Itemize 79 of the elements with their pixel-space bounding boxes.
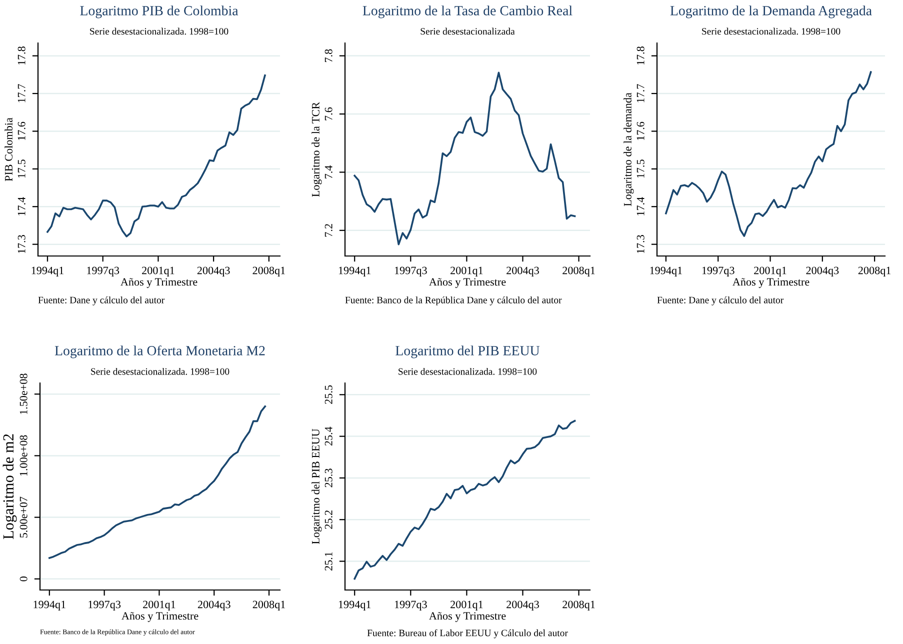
- x-tick-label: 1997q3: [87, 266, 120, 276]
- x-axis-title: Años y Trimestre: [429, 278, 506, 288]
- line-series: [665, 71, 872, 237]
- x-axis-title: Años y Trimestre: [122, 612, 198, 622]
- x-tick-label: 1994q1: [650, 266, 682, 276]
- chart-title: Logaritmo de la Demanda Agregada: [670, 6, 872, 18]
- x-axis-title: Años y Trimestre: [429, 612, 506, 622]
- y-tick-label: 7.8: [324, 49, 332, 62]
- x-tick-label: 2001q1: [450, 266, 483, 276]
- x-tick-label: 2004q3: [806, 266, 839, 276]
- y-axis-title: Logaritmo del PIB EEUU: [312, 428, 322, 544]
- line-series: [354, 72, 576, 246]
- y-tick-label: 17.4: [18, 197, 26, 216]
- y-tick-label: 17.6: [636, 122, 644, 140]
- chart-subtitle: Serie desestacionalizada. 1998=100: [398, 368, 537, 375]
- line-series: [354, 420, 576, 580]
- x-tick-label: 2001q1: [754, 266, 786, 276]
- x-tick-label: 1994q1: [32, 266, 64, 276]
- x-tick-label: 2004q3: [197, 266, 230, 276]
- y-tick-label: 25.3: [324, 468, 332, 488]
- y-tick-label: 17.7: [18, 84, 26, 102]
- x-tick-label: 2008q1: [562, 266, 595, 276]
- x-tick-label: 1994q1: [34, 600, 66, 610]
- source-note: Fuente: Dane y cálculo del autor: [38, 296, 165, 306]
- x-tick-label: 1994q1: [338, 600, 371, 610]
- y-tick-label: 7.6: [324, 107, 332, 120]
- x-axis-title: Años y Trimestre: [120, 278, 198, 288]
- x-tick-label: 2008q1: [252, 600, 286, 610]
- y-tick-label: 7.4: [324, 165, 332, 178]
- y-tick-label: 17.8: [18, 46, 26, 65]
- x-tick-label: 1997q3: [88, 600, 121, 610]
- x-tick-label: 1997q3: [394, 266, 427, 276]
- x-tick-label: 1994q1: [338, 266, 371, 276]
- y-tick-label: 25.5: [324, 385, 332, 404]
- y-tick-label: 17.5: [18, 160, 26, 178]
- x-tick-label: 2008q1: [252, 266, 285, 276]
- y-axis-title: Logaritmo de la TCR: [312, 102, 322, 197]
- x-tick-label: 1997q3: [394, 600, 427, 610]
- y-tick-label: 17.7: [636, 84, 644, 102]
- chart-subtitle: Serie desestacionalizada. 1998=100: [702, 28, 840, 35]
- source-note: Fuente: Bureau of Labor EEUU y Cálculo del autor: [367, 629, 568, 638]
- x-tick-label: 1997q3: [702, 266, 734, 276]
- y-tick-label: 7.2: [324, 224, 332, 237]
- y-tick-label: 25.4: [324, 426, 332, 446]
- chart-subtitle: Serie desestacionalizada. 1998=100: [91, 368, 230, 375]
- line-series: [48, 406, 266, 559]
- y-tick-label: 17.3: [636, 235, 644, 254]
- y-tick-label: 5.00e+07: [20, 496, 28, 538]
- chart-title: Logaritmo PIB de Colombia: [80, 6, 238, 18]
- line-series: [46, 74, 266, 238]
- source-note: Fuente: Banco de la República Dane y cálculo del autor: [345, 296, 562, 306]
- x-tick-label: 2001q1: [142, 266, 174, 276]
- y-tick-label: 17.4: [636, 197, 644, 216]
- chart-subtitle: Serie desestacionalizada: [420, 28, 515, 35]
- chart-title: Logaritmo de la Tasa de Cambio Real: [362, 6, 572, 18]
- y-tick-label: 25.2: [324, 510, 332, 529]
- x-tick-label: 2001q1: [143, 600, 176, 610]
- source-note: Fuente: Dane y cálculo del autor: [657, 296, 784, 306]
- y-tick-label: 25.1: [324, 552, 332, 570]
- x-tick-label: 2004q3: [506, 266, 539, 276]
- y-tick-label: 1.50e+08: [20, 374, 28, 414]
- x-tick-label: 2004q3: [198, 600, 230, 610]
- x-tick-label: 2008q1: [858, 266, 891, 276]
- y-axis-title: Logaritmo de la demanda: [624, 92, 634, 206]
- y-tick-label: 17.5: [636, 160, 644, 178]
- y-tick-label: 17.6: [18, 122, 26, 140]
- x-tick-label: 2008q1: [562, 600, 595, 610]
- x-axis-title: Años y Trimestre: [732, 278, 810, 288]
- chart-subtitle: Serie desestacionalizada. 1998=100: [90, 28, 228, 35]
- y-tick-label: 17.8: [636, 46, 644, 65]
- y-tick-label: 0: [20, 576, 28, 582]
- y-tick-label: 1.00e+08: [20, 435, 28, 476]
- chart-title: Logaritmo de la Oferta Monetaria M2: [54, 345, 265, 358]
- chart-title: Logaritmo del PIB EEUU: [396, 346, 540, 358]
- y-axis-title: PIB Colombia: [4, 118, 12, 182]
- x-tick-label: 2001q1: [450, 600, 483, 610]
- y-tick-label: 17.3: [18, 235, 26, 254]
- x-tick-label: 2004q3: [506, 600, 539, 610]
- y-axis-title: Logaritmo de m2: [2, 434, 17, 540]
